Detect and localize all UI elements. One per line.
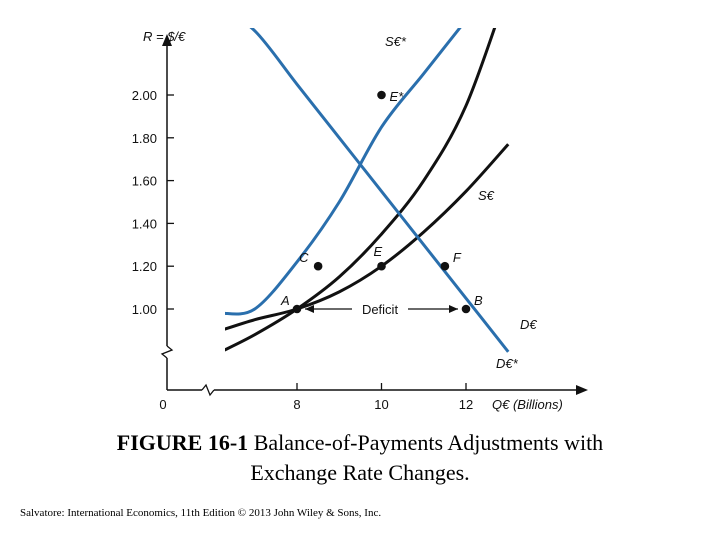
x-origin-label: 0 xyxy=(159,397,166,412)
series-label-deuro-star: D€* xyxy=(496,356,519,371)
x-axis-title: Q€ (Billions) xyxy=(492,397,563,412)
copyright-credit: Salvatore: International Economics, 11th… xyxy=(20,507,382,519)
series-deuro-star xyxy=(225,28,462,316)
point-a xyxy=(292,304,302,314)
y-tick-label: 1.00 xyxy=(132,302,157,317)
y-tick-label: 2.00 xyxy=(132,88,157,103)
point-label-e: E xyxy=(374,244,383,259)
figure-label: FIGURE 16-1 xyxy=(116,430,249,455)
x-tick-label: 10 xyxy=(374,397,388,412)
series-label-deuro: D€ xyxy=(520,317,537,332)
series-deuro xyxy=(225,143,510,331)
figure-caption: FIGURE 16-1 Balance-of-Payments Adjustme… xyxy=(40,428,680,488)
curves xyxy=(225,28,510,353)
y-axis-title: R = $/€ xyxy=(143,29,186,44)
caption-line-2: Exchange Rate Changes. xyxy=(250,460,470,485)
y-tick-label: 1.20 xyxy=(132,259,157,274)
point-b xyxy=(461,304,471,314)
deficit-arrowhead-right xyxy=(449,305,458,313)
point-label-a: A xyxy=(280,293,290,308)
y-tick-label: 1.80 xyxy=(132,131,157,146)
x-tick-label: 8 xyxy=(293,397,300,412)
y-tick-label: 1.40 xyxy=(132,216,157,231)
series-label-seuro-star: S€* xyxy=(385,34,407,49)
x-axis-break xyxy=(201,383,215,397)
y-axis-arrow xyxy=(162,34,172,46)
series-seuro-star xyxy=(249,28,510,353)
y-tick-label: 1.60 xyxy=(132,174,157,189)
point-label-f: F xyxy=(453,250,462,265)
caption-line-1: Balance-of-Payments Adjustments with xyxy=(253,430,604,455)
point-label-b: B xyxy=(474,293,483,308)
series-label-seuro: S€ xyxy=(478,188,495,203)
point-label-c: C xyxy=(299,250,309,265)
x-axis-arrow xyxy=(576,385,588,395)
marks xyxy=(292,90,471,314)
point-f xyxy=(440,261,450,271)
point-e xyxy=(377,261,386,271)
point-e-star xyxy=(377,90,386,100)
x-tick-label: 12 xyxy=(459,397,473,412)
point-label-e-star: E* xyxy=(390,89,405,104)
y-axis-break xyxy=(160,345,174,359)
axes xyxy=(160,34,588,397)
deficit-label: Deficit xyxy=(362,302,399,317)
labels: 1.00 1.20 1.40 1.60 1.80 2.00 8 10 12 0 R = $/€ Q€ … xyxy=(132,29,563,412)
point-c xyxy=(313,261,323,271)
chart: 1.00 1.20 1.40 1.60 1.80 2.00 8 10 12 0 R = $/€ Q€ … xyxy=(132,28,588,412)
series-seuro xyxy=(225,28,497,352)
deficit-arrowhead-left xyxy=(305,305,314,313)
